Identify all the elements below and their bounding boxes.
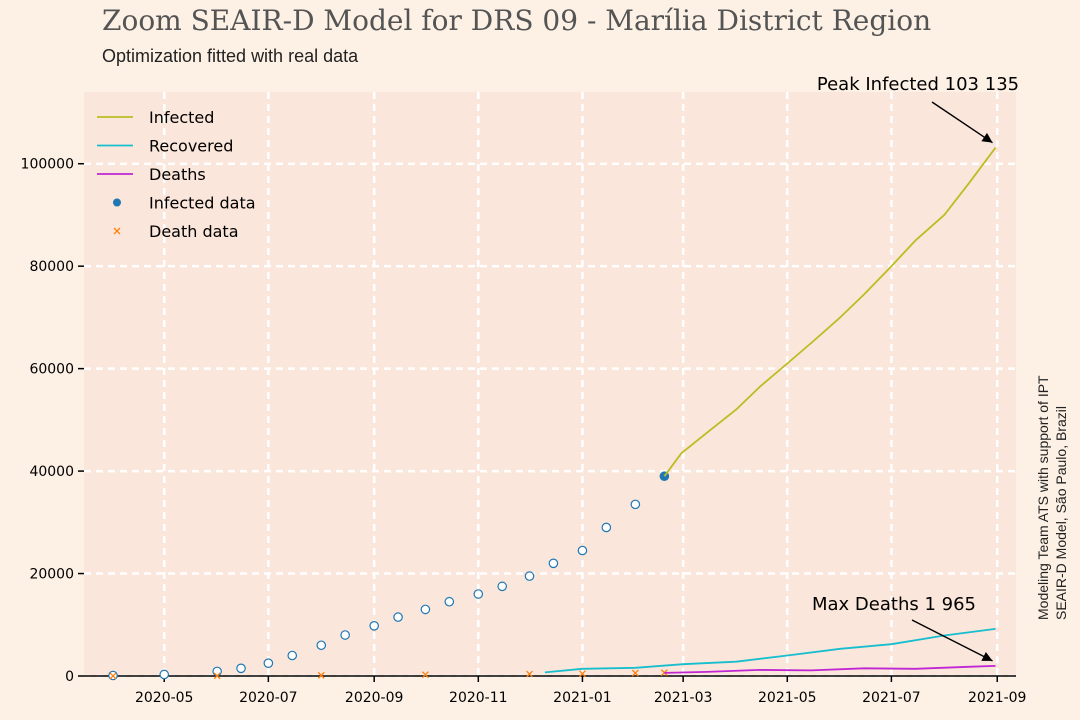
infected-data-point (497, 581, 508, 592)
legend-item: Death data (113, 222, 239, 241)
grid-lines (84, 92, 1016, 678)
infected-data-point (159, 669, 170, 680)
infected-data-point (316, 640, 327, 651)
infected-data-point (263, 658, 274, 668)
y-tick-label: 0 (65, 669, 74, 685)
death-data-point (578, 670, 586, 678)
y-axis-ticks: 0 20000 40000 60000 80000 100000 (21, 157, 84, 685)
x-tick-label: 2021-01 (553, 690, 612, 706)
x-tick-label: 2021-03 (654, 690, 713, 706)
death-data-point (317, 671, 325, 679)
legend-item: Infected data (113, 194, 256, 213)
side-note-line-1: Modeling Team ATS with support of IPT (1035, 375, 1051, 620)
legend-label: Deaths (149, 165, 206, 184)
x-tick-label: 2021-07 (862, 690, 921, 706)
legend-swatch-dot (113, 198, 121, 207)
infected-data-point (601, 522, 612, 533)
death-data-point (213, 672, 221, 680)
legend-swatch-x (113, 227, 121, 235)
legend: Infected Recovered Deaths Infected data Deat… (97, 108, 256, 241)
infected-data-point (287, 650, 298, 661)
death-data-point (109, 672, 117, 680)
x-axis-ticks: 2020-05 2020-07 2020-09 2020-11 2021-01 2021-… (135, 676, 1026, 706)
legend-label: Recovered (149, 137, 233, 156)
legend-label: Infected (149, 108, 214, 127)
x-tick-label: 2020-11 (449, 690, 508, 706)
series-death-data (109, 669, 668, 680)
y-tick-label: 100000 (21, 157, 74, 173)
death-data-point (421, 671, 429, 679)
infected-data-point (340, 630, 350, 640)
infected-data-point (444, 596, 455, 607)
y-tick-label: 80000 (29, 259, 74, 275)
infected-data-point (236, 663, 246, 674)
chart-subtitle: Optimization fitted with real data (102, 46, 359, 66)
legend-label: Death data (149, 222, 239, 241)
x-tick-label: 2020-07 (239, 690, 298, 706)
infected-data-point (212, 666, 222, 677)
annotation-arrow-head (981, 132, 993, 143)
side-note-line-2: SEAIR-D Model, São Paulo, Brazil (1053, 406, 1069, 620)
infected-data-point (577, 545, 588, 556)
x-tick-label: 2020-09 (345, 690, 404, 706)
infected-data-point (524, 571, 535, 581)
infected-data-point (548, 558, 559, 569)
x-tick-label: 2021-09 (968, 690, 1027, 706)
annotation-text: Max Deaths 1 965 (812, 594, 976, 615)
y-tick-label: 20000 (29, 567, 74, 583)
annotation-arrow-head (981, 651, 993, 661)
x-tick-label: 2021-05 (758, 690, 817, 706)
death-data-point (660, 669, 668, 677)
infected-data-point (369, 620, 379, 631)
infected-data-point (420, 604, 431, 615)
infected-data-point (393, 612, 403, 622)
infected-data-point (473, 589, 484, 599)
plot-area (84, 92, 1016, 676)
death-data-point (631, 669, 639, 677)
legend-label: Infected data (149, 194, 256, 213)
side-note: Modeling Team ATS with support of IPT SE… (1034, 375, 1070, 620)
y-tick-label: 40000 (29, 464, 74, 480)
legend-item: Recovered (97, 137, 233, 156)
death-data-point (526, 670, 533, 678)
series-line-infected (663, 147, 997, 477)
legend-item: Infected (97, 108, 214, 127)
x-tick-label: 2020-05 (135, 690, 194, 706)
annotation-arrow-line (931, 101, 993, 144)
chart-title: Zoom SEAIR-D Model for DRS 09 - Marília … (102, 4, 932, 37)
annotation-max-deaths: Max Deaths 1 965 (812, 594, 993, 662)
series-line-recovered (544, 628, 996, 674)
y-tick-label: 60000 (29, 362, 74, 378)
annotation-text: Peak Infected 103 135 (817, 74, 1019, 95)
infected-data-point (630, 499, 641, 510)
legend-item: Deaths (97, 165, 206, 184)
annotation-arrow-line (911, 619, 993, 662)
series-line-deaths (664, 665, 996, 674)
annotation-peak-infected: Peak Infected 103 135 (817, 74, 1019, 144)
